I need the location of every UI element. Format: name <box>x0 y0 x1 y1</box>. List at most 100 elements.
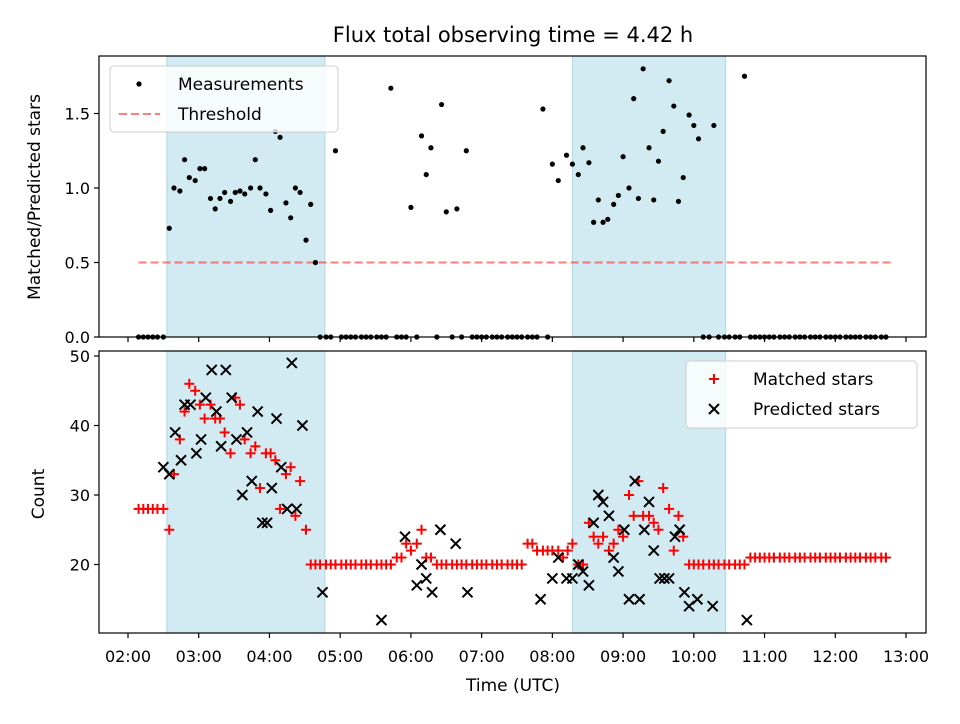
measurement-point <box>237 188 243 194</box>
measurement-point <box>423 171 429 178</box>
measurement-point <box>695 136 702 142</box>
measurement-point <box>611 201 617 207</box>
x-tick-label: 05:00 <box>317 647 363 666</box>
predicted-star-point <box>706 600 719 612</box>
predicted-star-point <box>266 482 278 494</box>
y-tick-label: 50 <box>70 347 90 366</box>
y-tick-label: 1.5 <box>65 105 90 124</box>
measurement-point <box>207 195 214 202</box>
measurement-point <box>651 197 657 203</box>
y-tick-label: 30 <box>70 486 90 505</box>
x-tick-label: 13:00 <box>883 647 929 666</box>
matched-star-point <box>405 545 416 556</box>
predicted-star-point <box>648 544 660 557</box>
x-tick-label: 06:00 <box>388 647 434 666</box>
measurement-point <box>626 185 632 191</box>
predicted-star-point <box>546 572 559 585</box>
matched-star-point <box>623 490 634 500</box>
matched-star-point <box>644 510 655 521</box>
measurement-point <box>428 145 434 151</box>
predicted-star-point <box>251 405 264 418</box>
measurement-point <box>615 192 621 199</box>
measurement-point <box>540 106 546 112</box>
matched-star-point <box>648 517 659 528</box>
measurement-point <box>252 157 258 163</box>
predicted-star-point <box>296 419 309 432</box>
measurement-point <box>268 207 274 213</box>
matched-star-point <box>194 399 205 410</box>
predicted-star-point <box>290 503 303 515</box>
matched-star-point <box>199 413 210 424</box>
x-tick-label: 07:00 <box>459 647 505 666</box>
legend-matched-label: Matched stars <box>753 370 873 390</box>
measurement-point <box>192 177 198 184</box>
predicted-star-point <box>643 496 655 508</box>
matched-star-point <box>179 406 190 417</box>
matched-star-point <box>385 559 396 570</box>
measurement-point <box>640 66 646 72</box>
measurement-point <box>408 204 414 210</box>
x-tick-label: 10:00 <box>671 647 717 666</box>
measurement-point <box>332 148 339 154</box>
measurement-point <box>620 154 626 160</box>
predicted-star-point <box>552 551 564 564</box>
predicted-star-point <box>241 426 253 439</box>
bottom-y-axis-label: Count <box>29 468 49 519</box>
predicted-star-point <box>236 489 249 501</box>
matched-star-point <box>553 545 564 556</box>
predicted-star-point <box>210 405 223 418</box>
predicted-star-point <box>256 517 269 529</box>
predicted-star-point <box>316 586 329 599</box>
measurement-point <box>631 96 637 102</box>
predicted-star-point <box>663 572 675 585</box>
predicted-star-point <box>226 391 238 404</box>
measurement-point <box>227 198 234 205</box>
predicted-star-point <box>534 593 547 605</box>
measurement-point <box>741 73 748 79</box>
matched-star-point <box>184 378 195 389</box>
matched-star-point <box>164 524 175 535</box>
predicted-star-point <box>200 391 212 404</box>
top-legend-box <box>109 65 339 133</box>
measurement-point <box>277 134 283 140</box>
matched-star-point <box>527 538 538 549</box>
predicted-star-point <box>691 593 704 605</box>
matched-star-point <box>588 531 599 542</box>
predicted-star-point <box>420 572 432 585</box>
measurement-point <box>575 171 581 178</box>
measurement-point <box>600 219 606 225</box>
matched-star-point <box>190 385 201 396</box>
top-panel: 0.0 0.5 1.0 1.5 Matched/Predicted stars Mea… <box>25 55 927 347</box>
matched-star-point <box>598 531 609 542</box>
matched-star-point <box>658 483 669 494</box>
measurement-point <box>186 174 192 181</box>
predicted-star-point <box>603 510 615 522</box>
predicted-star-point <box>629 475 641 487</box>
measurement-point <box>691 122 697 129</box>
matched-star-point <box>425 552 436 563</box>
y-tick-label: 1.0 <box>65 179 90 198</box>
predicted-star-point <box>281 503 293 515</box>
predicted-star-point <box>190 447 203 460</box>
matched-star-point <box>219 427 230 438</box>
predicted-star-point <box>375 614 388 626</box>
measurement-point <box>655 158 662 164</box>
matched-star-point <box>396 552 407 563</box>
predicted-star-point <box>175 454 187 466</box>
measurement-point <box>660 128 666 134</box>
matched-star-point <box>664 503 675 514</box>
matched-star-point <box>158 503 169 514</box>
y-tick-label: 20 <box>70 556 90 575</box>
measurement-point <box>312 259 319 266</box>
bottom-legend-box <box>685 360 918 429</box>
matched-star-point <box>628 510 639 521</box>
matched-star-point <box>653 524 664 535</box>
predicted-star-point <box>220 364 232 376</box>
measurement-point <box>418 133 425 139</box>
measurement-point <box>171 185 177 191</box>
predicted-star-point <box>623 593 635 605</box>
bottom-legend: Matched stars Predicted stars <box>685 360 918 429</box>
measurement-point <box>591 219 597 225</box>
measurement-point <box>569 161 576 167</box>
